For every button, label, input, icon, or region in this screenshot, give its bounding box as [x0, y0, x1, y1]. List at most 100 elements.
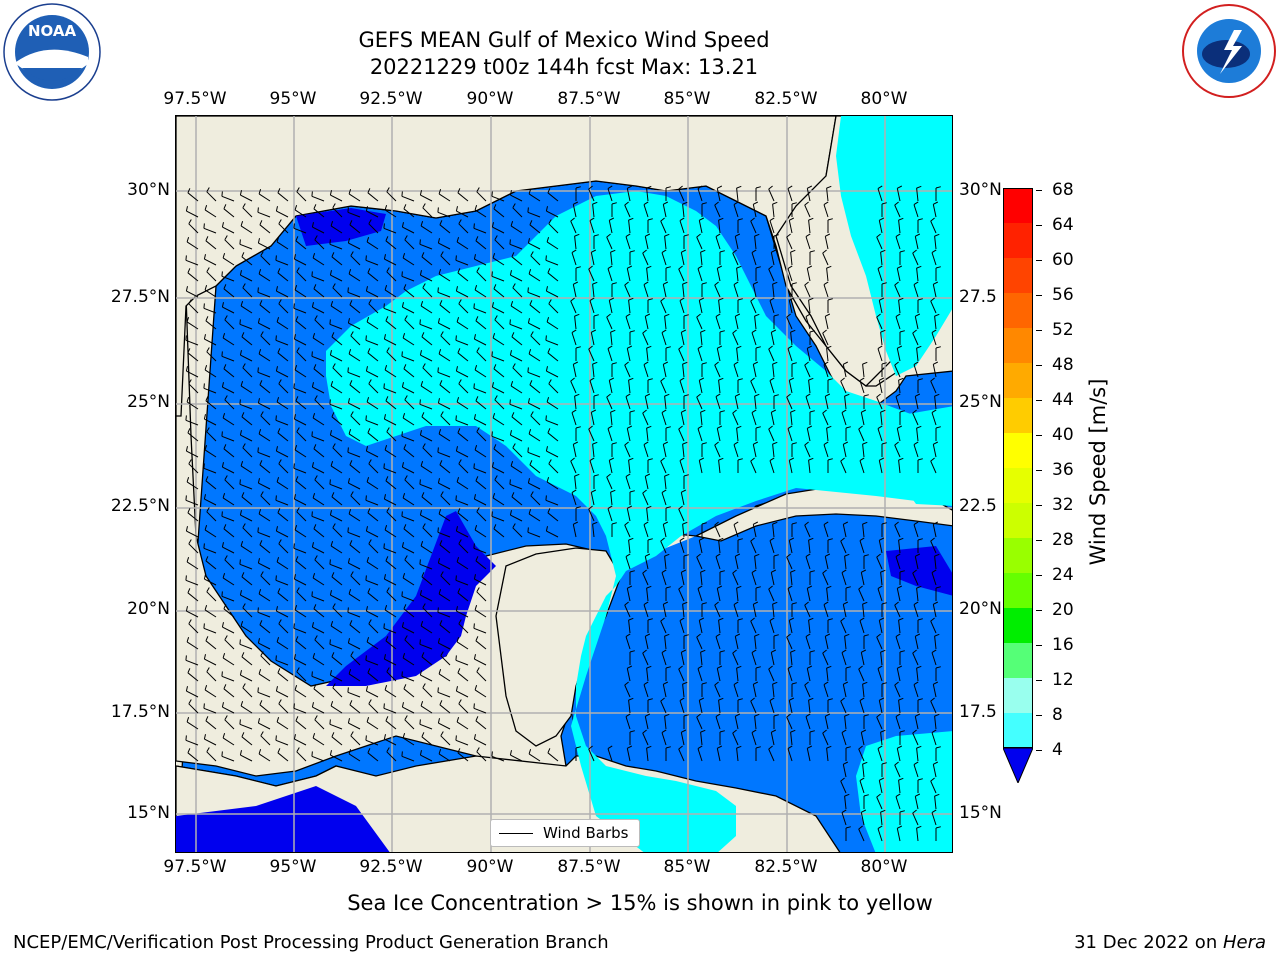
- wind-barb-flag: [825, 713, 831, 717]
- wind-barb-flag: [826, 185, 832, 189]
- wind-barb-flag: [422, 683, 426, 689]
- wind-barb-shaft: [590, 412, 595, 426]
- wind-barb-flag: [769, 377, 775, 382]
- wind-barb-flag: [277, 668, 281, 674]
- wind-barb-flag: [260, 731, 264, 737]
- wind-barb-flag: [719, 250, 725, 253]
- wind-barb-flag: [422, 363, 426, 369]
- wind-barb-shaft: [680, 732, 685, 746]
- wind-barb-flag: [385, 716, 389, 722]
- wind-barb-shaft: [258, 482, 271, 490]
- wind-barb-flag: [386, 507, 390, 513]
- wind-barb-flag: [365, 526, 368, 532]
- wind-barb-shaft: [329, 483, 343, 490]
- wind-barb-flag: [240, 221, 244, 227]
- wind-barb-flag: [699, 297, 705, 301]
- wind-barb-flag: [332, 603, 336, 609]
- wind-barb-shaft: [914, 396, 919, 410]
- wind-barb-flag: [930, 537, 935, 542]
- wind-barb-shaft: [492, 417, 505, 426]
- wind-barb-shaft: [386, 191, 397, 202]
- wind-barb-flag: [823, 281, 829, 286]
- wind-barb-flag: [699, 617, 705, 621]
- wind-barb-shaft: [259, 384, 271, 394]
- wind-barb-flag: [696, 313, 701, 318]
- wind-barb-flag: [895, 313, 901, 318]
- wind-barb-flag: [404, 395, 408, 401]
- wind-barb-flag: [240, 301, 244, 307]
- wind-barb-flag: [386, 267, 390, 273]
- wind-barb-flag: [642, 249, 647, 254]
- wind-barb-shaft: [330, 385, 343, 394]
- wind-barb-shaft: [528, 513, 541, 522]
- wind-barb-flag: [895, 553, 901, 558]
- wind-barb-shaft: [311, 195, 325, 202]
- wind-barb-flag: [185, 606, 188, 612]
- wind-barb-flag: [845, 826, 851, 829]
- wind-barb-shaft: [548, 463, 559, 474]
- wind-barb-flag: [715, 633, 721, 638]
- wind-barb-flag: [368, 299, 372, 305]
- wind-barb-flag: [401, 702, 404, 708]
- wind-barb-shaft: [646, 188, 649, 202]
- wind-barb-shaft: [476, 351, 487, 362]
- wind-barb-flag: [754, 233, 760, 237]
- wind-barb-shaft: [772, 524, 775, 538]
- wind-barb-shaft: [403, 688, 415, 698]
- wind-barb-shaft: [187, 752, 199, 762]
- wind-barb-flag: [629, 250, 635, 253]
- wind-barb-flag: [403, 444, 407, 450]
- wind-barb-shaft: [592, 444, 595, 458]
- wind-barb-flag: [570, 377, 575, 382]
- wind-barb-flag: [701, 682, 707, 685]
- wind-barb-shaft: [718, 220, 721, 234]
- wind-barb-flag: [789, 217, 795, 221]
- wind-barb-shaft: [242, 287, 253, 298]
- footer-date: 31 Dec 2022 on: [1074, 932, 1223, 953]
- wind-barb-flag: [807, 745, 813, 749]
- wind-barb-flag: [365, 575, 367, 581]
- wind-barb-flag: [624, 601, 629, 606]
- colorbar-band: [1003, 188, 1033, 223]
- footer-right: 31 Dec 2022 on Hera: [1074, 932, 1266, 953]
- wind-barb-shaft: [294, 258, 307, 266]
- wind-barb-flag: [933, 361, 939, 365]
- wind-barb-shaft: [438, 273, 451, 282]
- wind-barb-flag: [899, 330, 905, 333]
- wind-barb-shaft: [350, 575, 361, 586]
- wind-barb-shaft: [662, 284, 667, 298]
- wind-barb-flag: [548, 379, 552, 385]
- wind-barb-flag: [455, 206, 458, 212]
- wind-barb-shaft: [438, 753, 451, 762]
- wind-barb-shaft: [750, 460, 757, 474]
- wind-barb-shaft: [258, 322, 271, 330]
- wind-barb-shaft: [365, 579, 379, 586]
- wind-barb-flag: [733, 281, 739, 286]
- wind-barb-shaft: [822, 252, 829, 266]
- wind-barb-shaft: [682, 204, 685, 218]
- wind-barb-flag: [239, 430, 242, 436]
- wind-barb-shaft: [439, 464, 451, 474]
- wind-barb-flag: [859, 777, 865, 782]
- wind-barb-flag: [718, 297, 724, 301]
- wind-barb-flag: [476, 427, 480, 433]
- wind-barb-shaft: [473, 227, 487, 234]
- wind-barb-flag: [772, 441, 778, 445]
- wind-barb-shaft: [205, 560, 217, 570]
- wind-barb-flag: [750, 377, 755, 382]
- wind-barb-flag: [186, 557, 190, 563]
- wind-barb-shaft: [841, 812, 847, 826]
- wind-barb-flag: [276, 637, 280, 643]
- wind-barb-shaft: [331, 656, 343, 666]
- wind-barb-flag: [933, 761, 939, 765]
- wind-barb-flag: [402, 573, 406, 579]
- wind-barb-flag: [642, 329, 647, 334]
- wind-barb-flag: [733, 201, 739, 206]
- wind-barb-flag: [366, 637, 370, 643]
- wind-barb-flag: [476, 267, 480, 273]
- wind-barb-shaft: [913, 364, 919, 378]
- wind-barb-shaft: [259, 464, 271, 474]
- wind-barb-flag: [876, 793, 881, 798]
- wind-barb-shaft: [475, 480, 487, 490]
- wind-barb-flag: [930, 217, 935, 222]
